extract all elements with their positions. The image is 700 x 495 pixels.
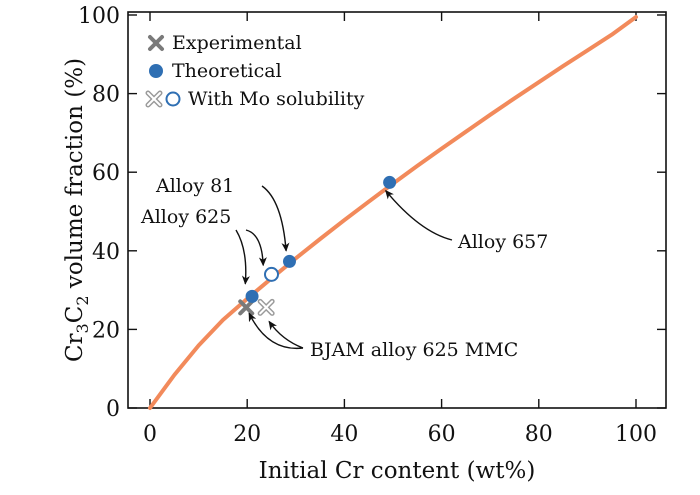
annotation-arrow [268,320,304,349]
y-axis-title-prefix: Cr [62,333,88,362]
legend-experimental-marker [148,35,164,51]
legend-mo-circle-marker [165,91,181,107]
point-theoretical [383,175,397,189]
x-tick-label: 60 [428,422,456,447]
y-tick-label: 80 [92,83,120,108]
point-experimental [238,299,255,316]
legend-theoretical-label: Theoretical [172,60,282,82]
axis-ticks: 0 20 40 60 80 100 0 20 40 60 80 100 [78,4,666,447]
point-mo-theoretical [264,266,279,282]
y-tick-label: 40 [92,240,120,265]
annotation-arrow [385,189,453,241]
y-tick-label: 20 [92,318,120,343]
y-axis-title-sub1: 3 [73,323,92,333]
legend-mo-x-marker [145,90,163,108]
annotation-bjam-alloy-625-mmc: BJAM alloy 625 MMC [310,339,518,361]
y-axis-title-sub2: 2 [73,295,92,305]
plot-frame [127,11,667,409]
point-mo-experimental [257,298,275,316]
legend-theoretical-marker [149,64,163,78]
data-points-layer [238,175,397,316]
x-tick-label: 20 [233,422,261,447]
annotation-arrow [248,312,304,350]
annotation-arrow [261,185,290,252]
y-tick-label: 60 [92,161,120,186]
y-tick-label: 0 [106,397,120,422]
annotation-arrow [235,229,250,285]
y-axis-title: Cr3C2 volume fraction (%) [62,58,92,362]
annotation-arrow [245,229,267,267]
x-axis-title: Initial Cr content (wt%) [259,458,536,484]
x-tick-label: 40 [330,422,358,447]
legend-experimental-label: Experimental [172,32,302,54]
y-axis-title-mid: C [62,306,88,324]
annotation-alloy-81: Alloy 81 [155,175,234,197]
x-tick-label: 100 [615,422,657,447]
y-axis-title-suffix: volume fraction (%) [62,58,88,296]
annotation-alloy-657: Alloy 657 [457,231,548,253]
annotation-arrows-layer [235,185,453,350]
point-theoretical [245,289,259,303]
point-theoretical [282,254,296,268]
x-tick-label: 0 [143,422,157,447]
legend-mo-label: With Mo solubility [188,88,365,110]
x-tick-label: 80 [525,422,553,447]
y-tick-label: 100 [78,4,120,29]
legend: Experimental Theoretical With Mo solubil… [145,32,365,110]
annotation-alloy-625: Alloy 625 [140,206,231,228]
